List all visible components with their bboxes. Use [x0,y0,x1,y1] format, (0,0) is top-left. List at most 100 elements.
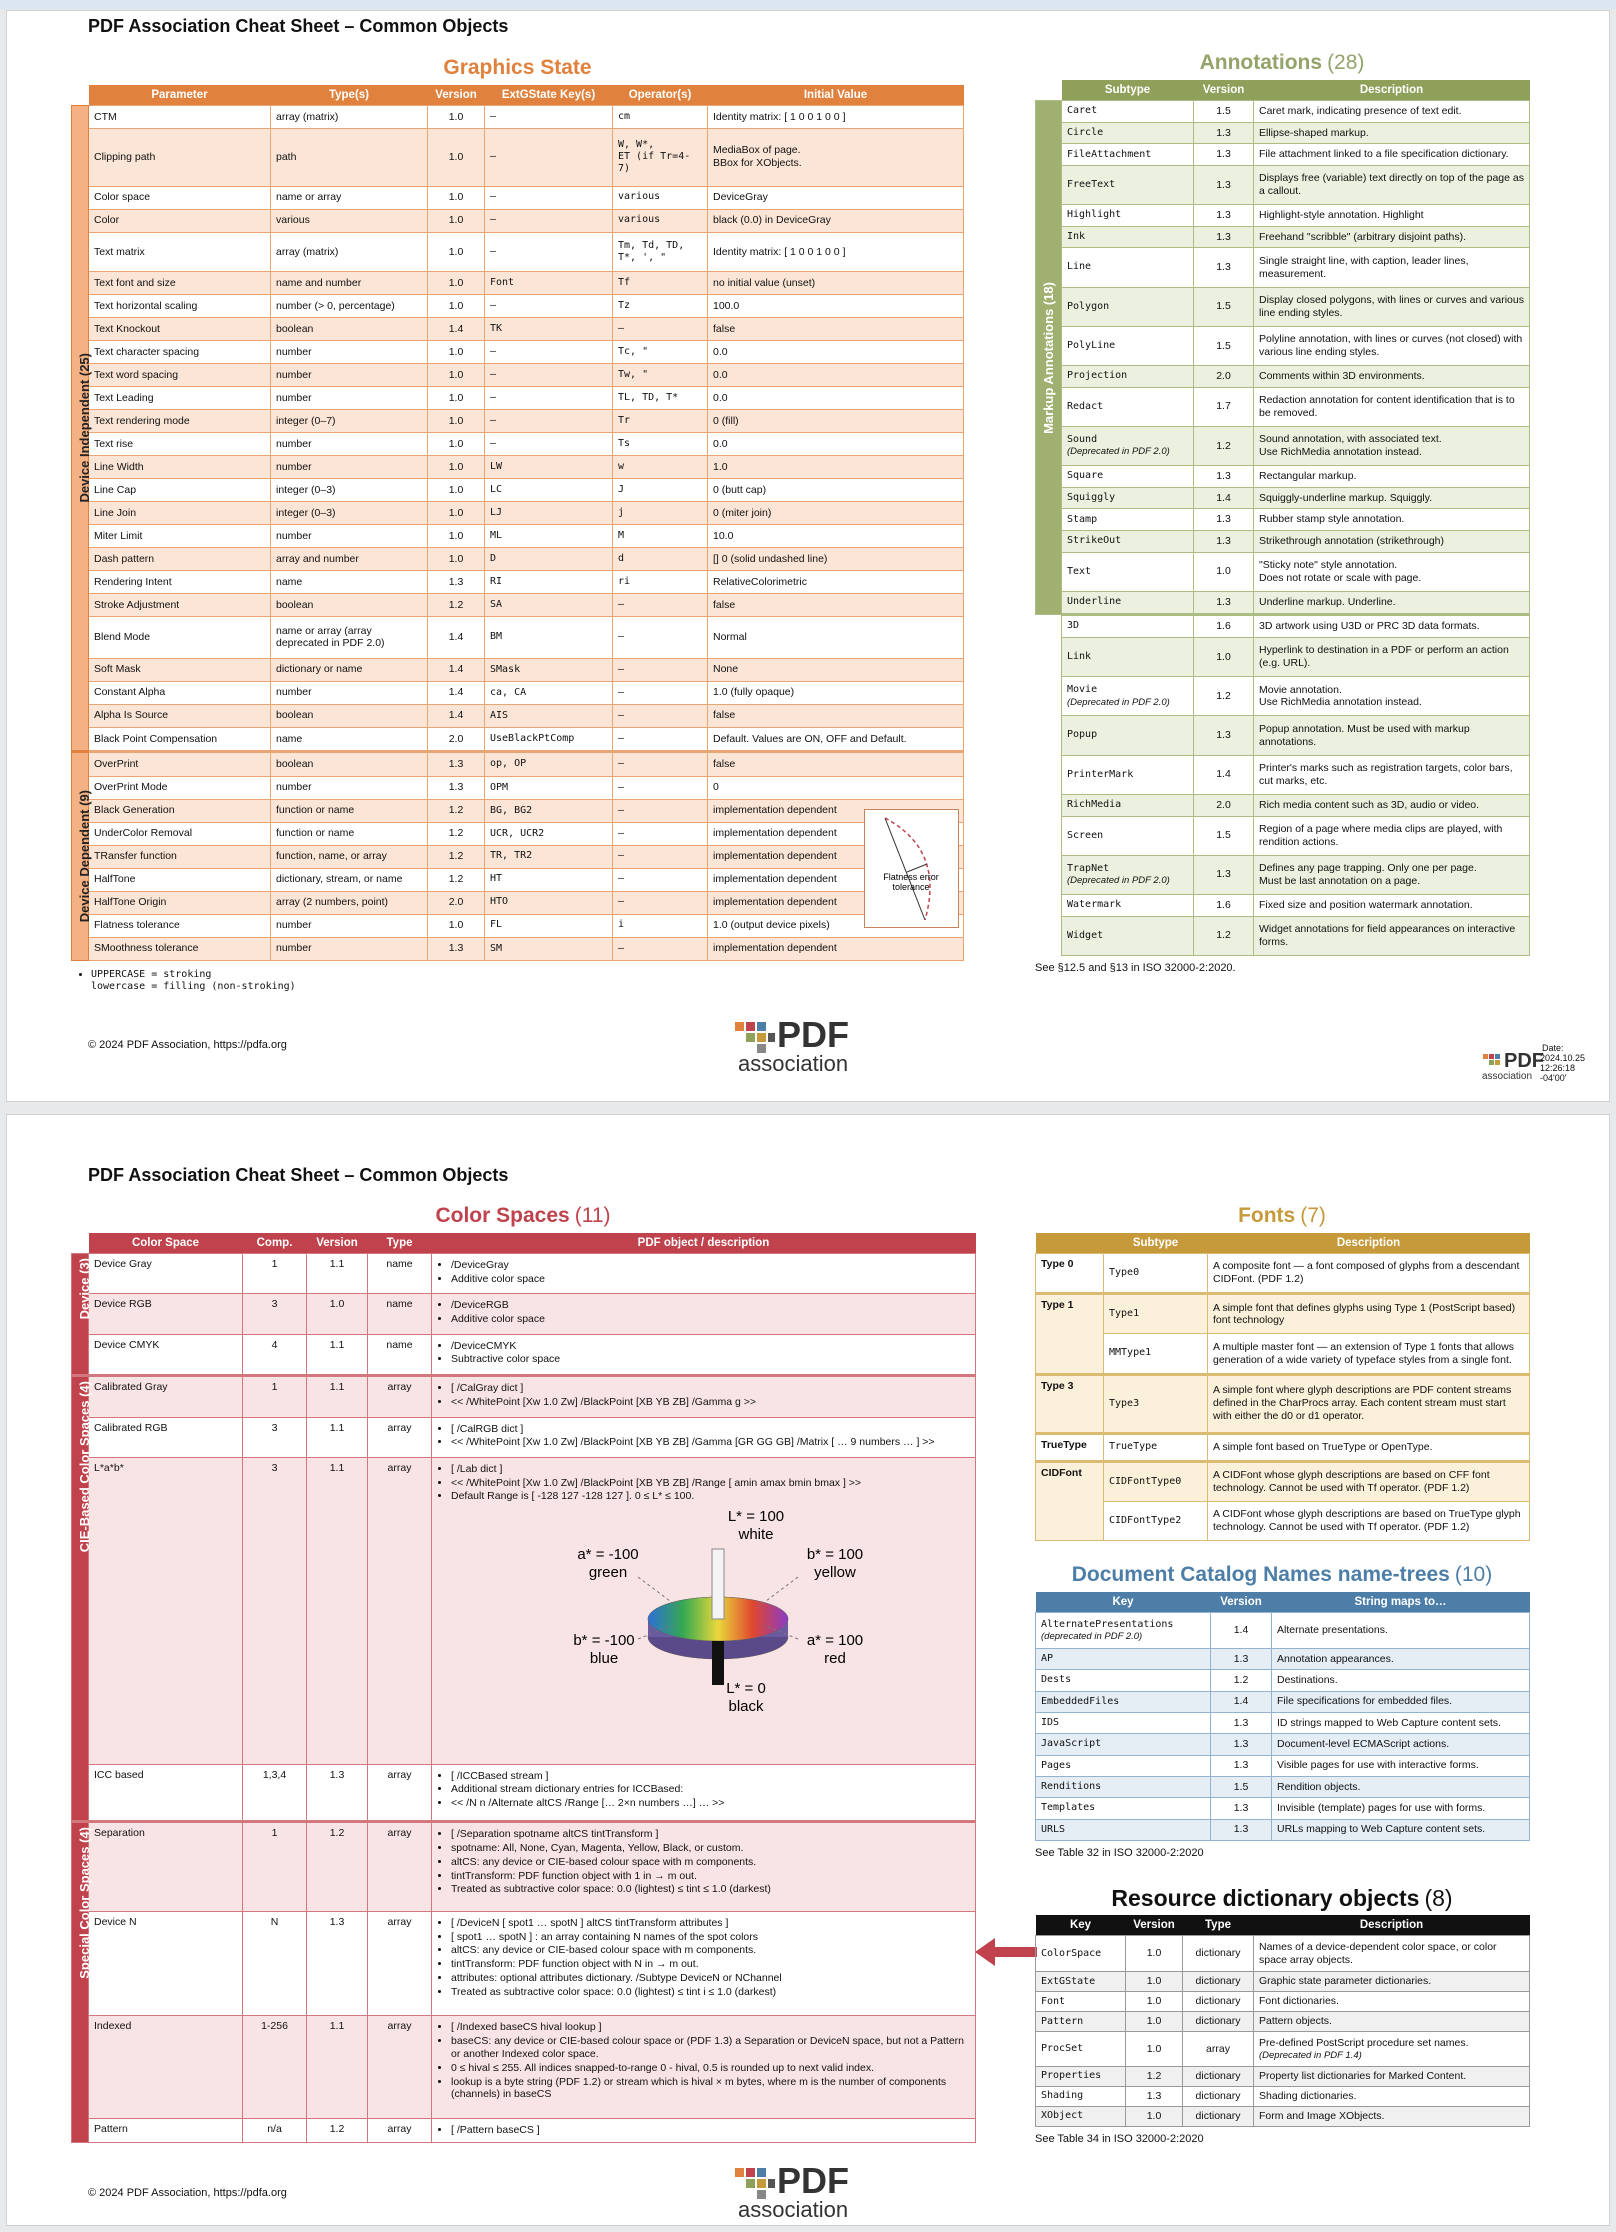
cell: A simple font where glyph descriptions a… [1207,1372,1530,1434]
cell: MMType1 [1103,1333,1208,1375]
cell: path [270,127,428,187]
table-row: Markup Annotations (18) Caret 1.5 Caret mar… [1035,99,1530,616]
cell: BM [484,616,613,659]
table-head: Key Version String maps to… [1035,1592,1530,1613]
table-row: TrueType TrueType A simple font based on T… [1035,1431,1530,1462]
figure-label: b* = 100 [807,1546,863,1563]
cell: HT [484,867,613,892]
cell: ProcSet [1035,2031,1126,2067]
table-row: Shading 1.3 dictionary Shading dictionaries… [1035,2085,1530,2107]
figure-label: Flatness error [883,872,939,882]
bullet-item: altCS: any device or CIE-based colour sp… [451,1944,970,1957]
cell: 1.5 [1193,325,1254,367]
cell: function or name [270,798,428,823]
cell-line: (Deprecated in PDF 2.0) [1067,696,1170,708]
cell: – [484,127,613,187]
cell: array (matrix) [270,231,428,273]
cell: [ /CalGray dict ]<< /WhitePoint [Xw 1.0 … [431,1374,976,1418]
table-row: Text character spacing number 1.0– Tc, " 0.0 [72,340,964,365]
cell: Device N [88,1910,243,2017]
table-row: Line Cap integer (0–3) 1.0 LC J 0 (butt cap) [72,478,964,503]
table: Parameter Type(s) Version ExtGState Key(s) O… [71,85,964,962]
cell: Properties [1035,2065,1126,2087]
cell: 1.3 [1210,1712,1272,1735]
cell: Line Join [88,501,271,526]
cell: 2.0 [1193,793,1254,817]
cell: Printer's marks such as registration tar… [1253,754,1530,795]
arrow [975,1938,1037,1966]
bullet-item: [ /Pattern baseCS ] [451,2124,970,2137]
cell: Displays free (variable) text directly o… [1253,164,1530,206]
cell: name [270,726,428,753]
cell: 1.6 [1193,893,1254,917]
cell: 1.0 [427,501,485,526]
cell: Invisible (template) pages for use with … [1271,1797,1530,1820]
cell: 1.0 [427,409,485,434]
header-row: Key Version String maps to… [1035,1592,1530,1613]
cell: 1.3 [1210,1797,1272,1820]
cell: 1.0 [427,185,485,210]
cell: Soft Mask [88,657,271,682]
cell: 100.0 [707,294,964,319]
cell: Pre-defined PostScript procedure set nam… [1253,2031,1530,2067]
cell: 10.0 [707,524,964,549]
cell: 1.0 [427,127,485,187]
cell: 1.3 [1193,715,1254,756]
cell: EmbeddedFiles [1035,1690,1211,1714]
cell: None [707,657,964,682]
stamp-icon [1483,1054,1500,1065]
cell: – [612,680,708,705]
cell: 2.0 [427,890,485,915]
heading-count: (11) [574,1204,611,1227]
cell: array [367,1456,432,1765]
table-row: FreeText 1.3 Displays free (variable) text… [1036,164,1530,206]
cell-line: Must be last annotation on a page. [1259,874,1421,887]
cell: BG, BG2 [484,798,613,823]
cell: File specifications for embedded files. [1271,1690,1530,1714]
cell: dictionary [1182,1934,1254,1973]
table-row: Flatness tolerance number 1.0 FL i 1.0 (outpu… [72,913,964,938]
cell: 1.0 [1125,2105,1183,2128]
cell: 0.0 [707,432,964,457]
leader-line [637,1624,674,1640]
cell: RelativeColorimetric [707,570,964,595]
cell: Type3 [1103,1372,1208,1434]
cell: 1.0 [427,913,485,938]
cell: Line Width [88,455,271,480]
rod-bottom [712,1641,724,1686]
top-strip [0,0,1616,9]
cell: Squiggly [1061,486,1194,510]
cell: W, W*, ET (if Tr=4-7) [612,127,708,187]
logo: PDF association [733,2160,863,2224]
cell: 0.0 [707,340,964,365]
cell: /DeviceCMYKSubtractive color space [431,1333,976,1377]
cell: Color [88,208,271,233]
bullet-item: Additive color space [451,1273,970,1286]
cell: 1.3 [1125,2085,1183,2107]
cell: Text rise [88,432,271,457]
group-label: CIE-Based Color Spaces (4) [77,1381,92,1553]
table-row: Color various 1.0– various black (0.0) in De… [72,208,964,233]
header-cell: Version [1210,1592,1272,1613]
cell: various [612,185,708,210]
table-section: Document Catalog Names name-trees (10) Key… [1035,1562,1530,1859]
cell: 1.1 [306,1374,368,1418]
table-row: Device CMYK41.1name/DeviceCMYKSubtractiv… [72,1333,976,1377]
cell: Screen [1061,815,1194,856]
cell: LW [484,455,613,480]
header-row: Subtype Description [1035,1233,1530,1254]
cell: Defines any page trapping. Only one per … [1253,854,1530,895]
footer: © 2024 PDF Association, https://pdfa.org [88,2187,287,2199]
bullet-item: Additive color space [451,1313,970,1326]
table-row: Templates 1.3 Invisible (template) pages f… [1035,1797,1530,1820]
cell: 1.0 [427,547,485,572]
cell: Pattern [1035,2011,1126,2033]
cell: number [270,432,428,457]
cell-line: (deprecated in PDF 2.0) [1041,1630,1143,1642]
cell: Watermark [1061,893,1194,917]
cell: array (2 numbers, point) [270,890,428,915]
cell: 3 [242,1416,307,1458]
cell: Text Leading [88,386,271,411]
cell: 1.2 [306,1820,368,1912]
